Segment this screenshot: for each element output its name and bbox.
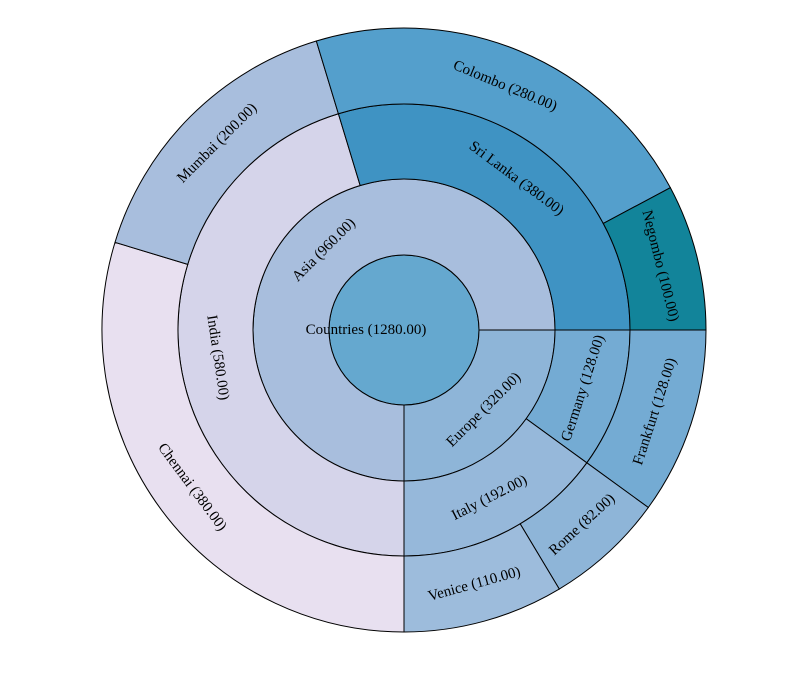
label-countries: Countries (1280.00): [306, 322, 427, 338]
segment-venice[interactable]: [403, 523, 560, 633]
segment-chennai[interactable]: [101, 241, 405, 633]
